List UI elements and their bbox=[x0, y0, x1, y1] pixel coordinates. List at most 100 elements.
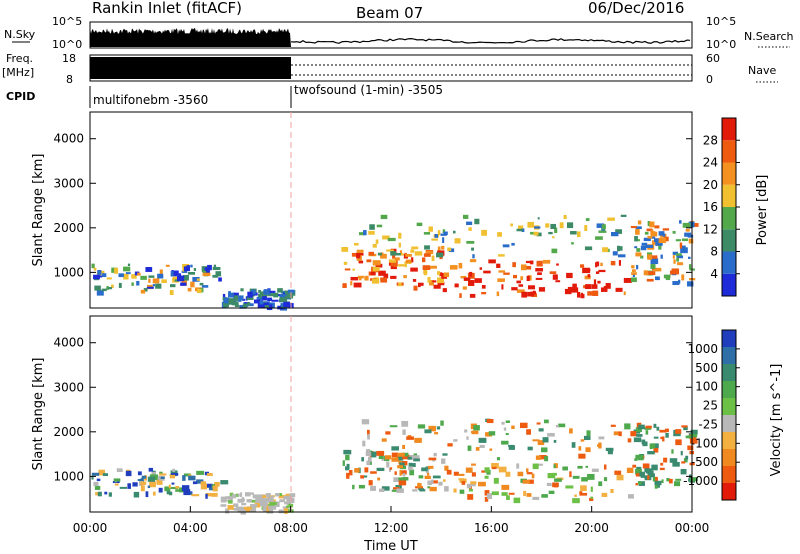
echo-cell bbox=[598, 230, 607, 233]
colorbar-tick-label: 28 bbox=[703, 133, 718, 147]
echo-cell bbox=[398, 232, 402, 239]
echo-cell bbox=[497, 232, 502, 237]
echo-cell bbox=[530, 291, 537, 295]
echo-cell bbox=[279, 293, 286, 298]
echo-cell bbox=[98, 270, 105, 275]
echo-cell bbox=[589, 497, 594, 502]
echo-cell bbox=[253, 506, 257, 512]
echo-cell bbox=[356, 252, 361, 259]
echo-cell bbox=[537, 463, 543, 466]
echo-cell bbox=[478, 481, 486, 487]
echo-cell bbox=[141, 475, 147, 479]
echo-cell bbox=[123, 266, 131, 272]
echo-cell bbox=[252, 505, 255, 510]
echo-cell bbox=[202, 272, 211, 276]
echo-cell bbox=[516, 228, 523, 232]
echo-cell bbox=[348, 470, 353, 476]
echo-cell bbox=[268, 505, 277, 510]
colorbar-tick-label: 1000 bbox=[687, 342, 718, 356]
ytick-label: 1000 bbox=[53, 265, 84, 279]
echo-cell bbox=[187, 271, 196, 275]
echo-cell bbox=[675, 253, 682, 256]
echo-cell bbox=[523, 490, 527, 497]
echo-cell bbox=[684, 232, 692, 237]
echo-cell bbox=[386, 461, 390, 468]
echo-cell bbox=[577, 291, 581, 298]
power-frame bbox=[89, 111, 693, 309]
echo-cell bbox=[376, 467, 385, 472]
echo-cell bbox=[571, 242, 574, 245]
echo-cell bbox=[431, 255, 435, 262]
echo-cell bbox=[645, 425, 652, 429]
echo-cell bbox=[427, 486, 431, 489]
echo-cell bbox=[688, 238, 694, 244]
echo-cell bbox=[399, 462, 405, 467]
echo-cell bbox=[405, 253, 412, 257]
echo-cell bbox=[520, 276, 524, 281]
echo-cell bbox=[344, 268, 351, 271]
echo-cell bbox=[526, 468, 529, 473]
colorbar-swatch bbox=[722, 398, 736, 415]
colorbar-tick-label: -100 bbox=[691, 436, 718, 450]
echo-cell bbox=[474, 278, 482, 283]
echo-cell bbox=[102, 473, 108, 477]
echo-cell bbox=[159, 473, 167, 476]
echo-cell bbox=[636, 264, 639, 270]
echo-cell bbox=[265, 497, 272, 503]
echo-cell bbox=[286, 501, 292, 506]
echo-cell bbox=[437, 230, 441, 236]
echo-cell bbox=[366, 259, 372, 263]
echo-cell bbox=[242, 303, 248, 308]
echo-cell bbox=[427, 465, 434, 469]
echo-cell bbox=[277, 288, 283, 293]
echo-cell bbox=[127, 483, 131, 489]
echo-cell bbox=[197, 288, 202, 294]
echo-cell bbox=[170, 472, 179, 476]
freq-label: Freq. bbox=[6, 52, 33, 65]
echo-cell bbox=[536, 422, 541, 425]
echo-cell bbox=[199, 282, 204, 286]
echo-cell bbox=[605, 447, 614, 452]
echo-cell bbox=[637, 481, 642, 485]
echo-cell bbox=[91, 472, 100, 476]
echo-cell bbox=[246, 295, 254, 300]
echo-cell bbox=[602, 247, 609, 253]
echo-cell bbox=[266, 505, 270, 512]
echo-cell bbox=[585, 284, 592, 290]
echo-cell bbox=[441, 245, 445, 250]
echo-cell bbox=[279, 499, 285, 503]
echo-cell bbox=[424, 475, 431, 480]
echo-cell bbox=[672, 461, 680, 467]
echo-cell bbox=[526, 472, 533, 475]
echo-cell bbox=[204, 267, 210, 271]
echo-cell bbox=[156, 480, 163, 485]
nsky-trace bbox=[290, 38, 691, 44]
echo-cell bbox=[553, 464, 556, 469]
nsky-label: N.Sky bbox=[4, 28, 36, 41]
velocity-ylabel: Slant Range [km] bbox=[31, 358, 46, 471]
echo-cell bbox=[517, 471, 524, 477]
echo-cell bbox=[358, 260, 364, 264]
echo-cell bbox=[147, 476, 156, 482]
xtick-label: 04:00 bbox=[173, 521, 208, 535]
echo-cell bbox=[375, 239, 379, 244]
echo-cell bbox=[101, 288, 107, 292]
echo-cell bbox=[380, 253, 387, 259]
echo-cell bbox=[235, 493, 240, 497]
echo-cell bbox=[399, 484, 402, 490]
echo-cell bbox=[663, 457, 668, 463]
echo-cell bbox=[637, 239, 640, 242]
echo-cell bbox=[345, 454, 350, 461]
echo-cell bbox=[353, 282, 362, 288]
echo-cell bbox=[431, 238, 438, 241]
echo-cell bbox=[675, 439, 682, 446]
echo-cell bbox=[656, 426, 660, 431]
echo-cell bbox=[652, 476, 656, 482]
echo-cell bbox=[259, 295, 262, 298]
echo-cell bbox=[562, 466, 568, 471]
echo-cell bbox=[650, 229, 654, 236]
beam-label: Beam 07 bbox=[356, 4, 423, 22]
colorbar-swatch bbox=[722, 432, 736, 449]
echo-cell bbox=[516, 289, 525, 293]
echo-cell bbox=[471, 472, 476, 477]
